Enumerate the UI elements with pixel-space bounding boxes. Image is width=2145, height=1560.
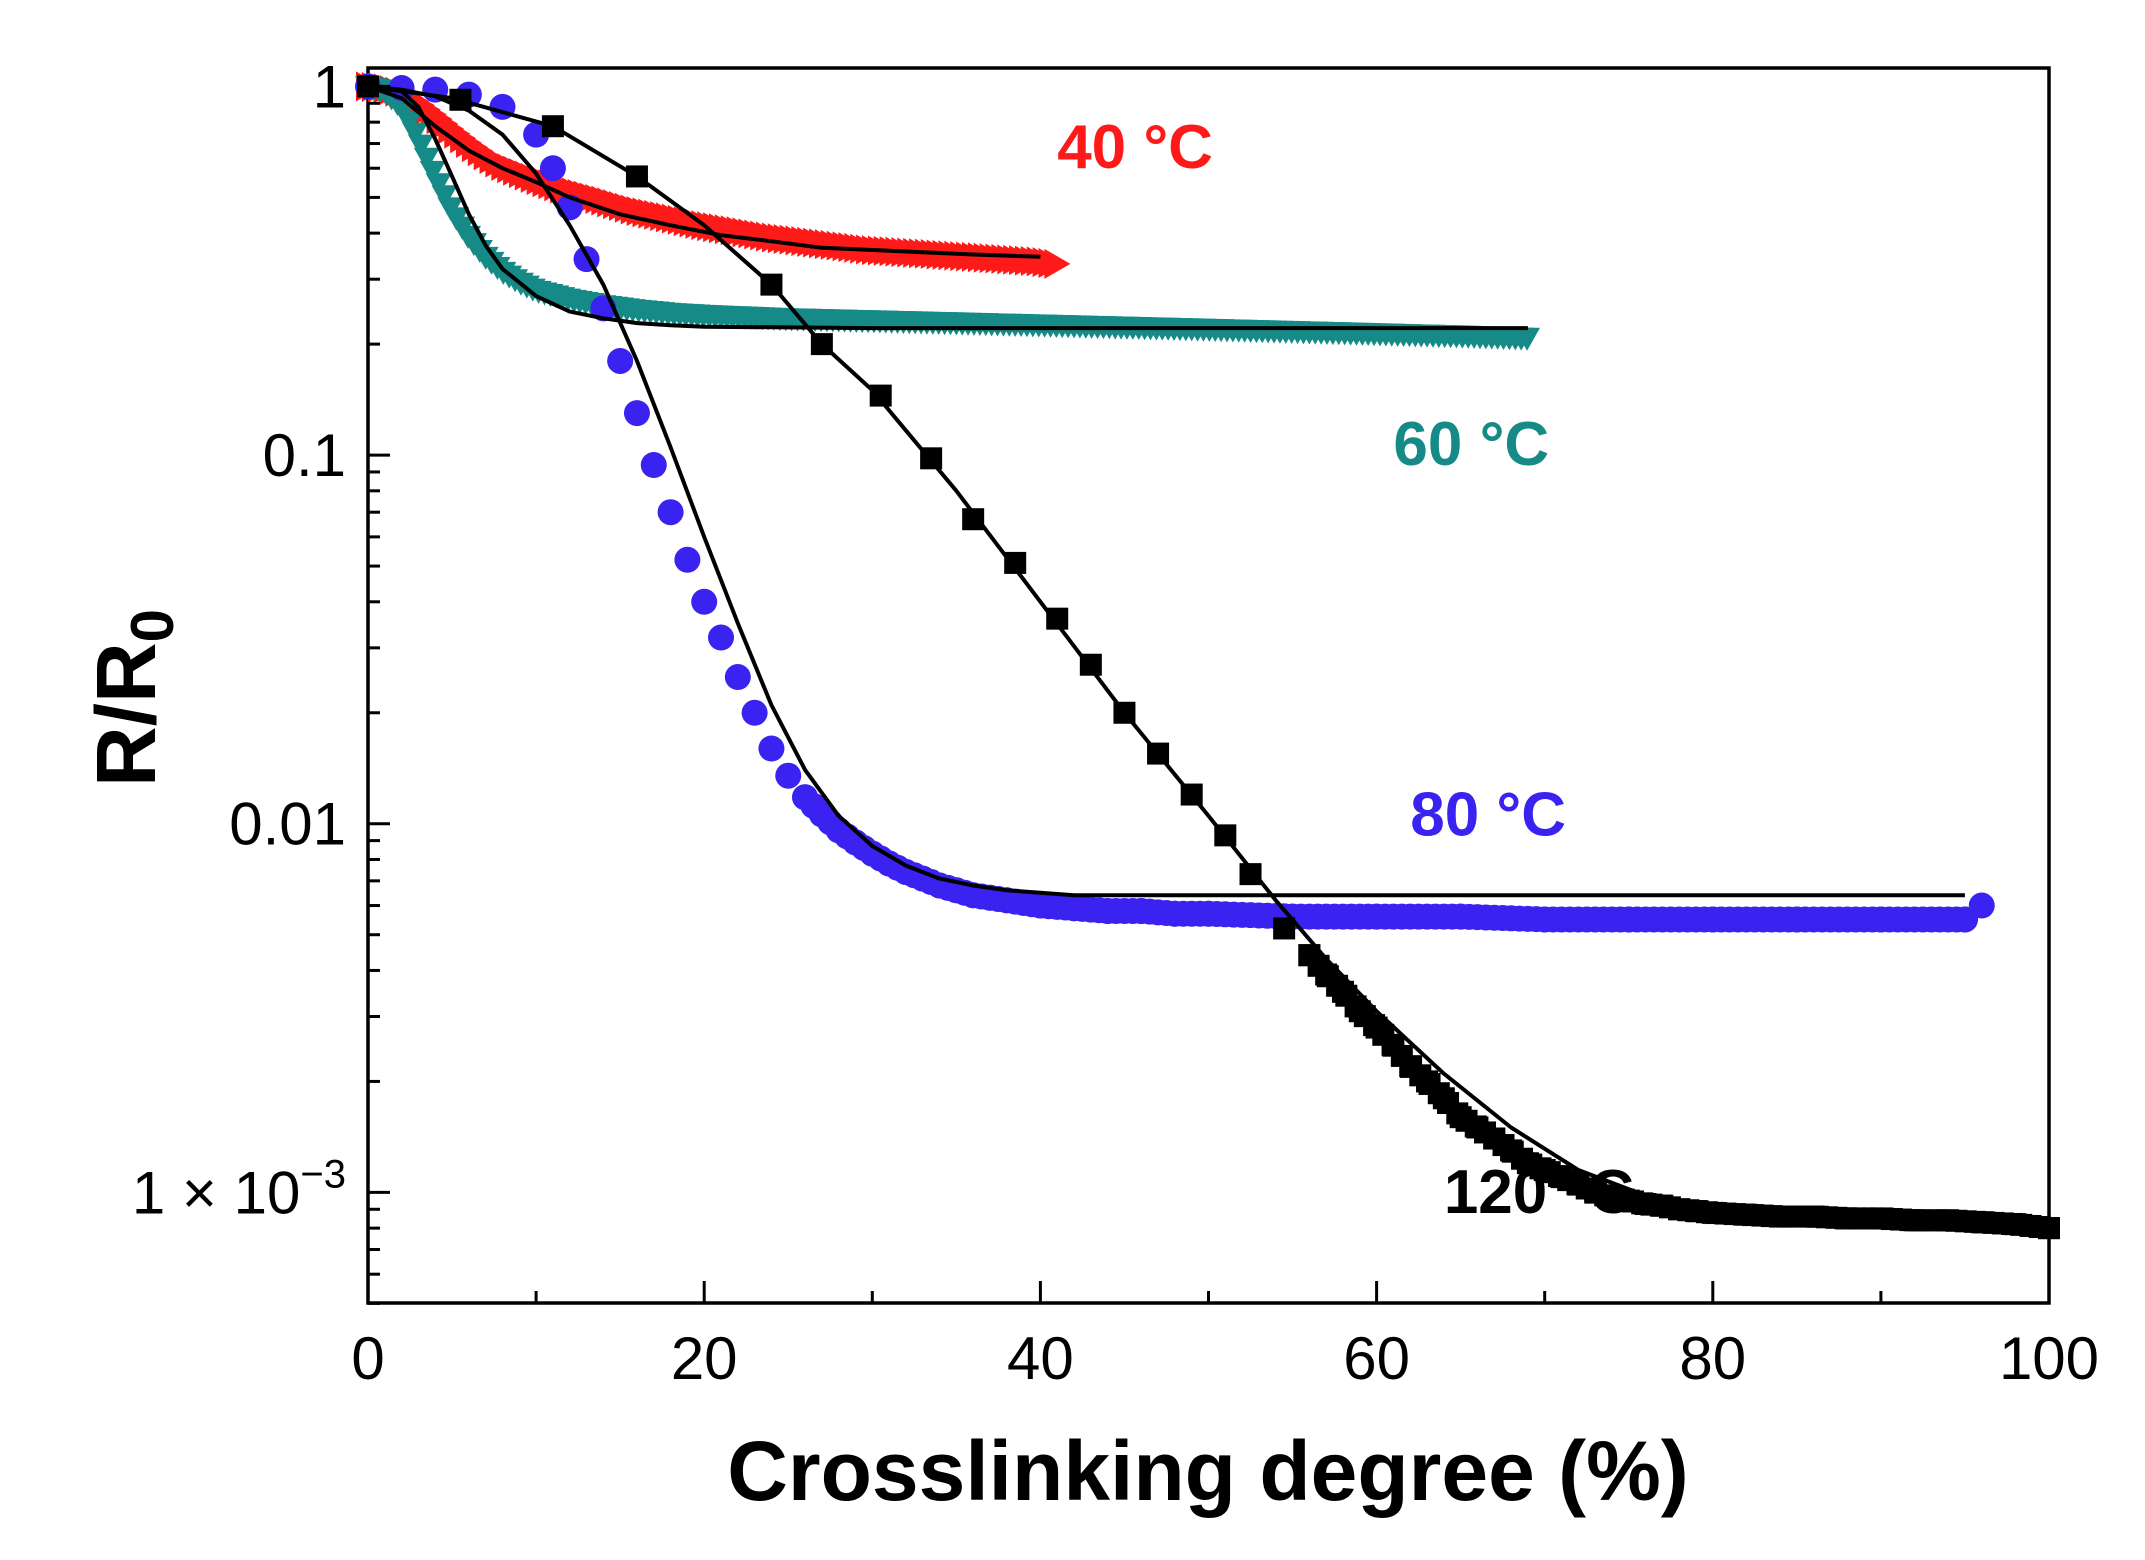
series-label-80-c: 80 °C bbox=[1410, 780, 1566, 849]
fit-layer bbox=[367, 84, 2050, 1223]
y-tick-label-base: 1 × 10 bbox=[132, 1159, 301, 1226]
y-tick-label: 0.1 bbox=[263, 422, 346, 489]
x-axis-ticks: 0 20 40 60 80 100 bbox=[351, 1281, 2099, 1392]
series-layer bbox=[355, 71, 2060, 1240]
y-tick-label: 1 × 10−3 bbox=[132, 1152, 346, 1226]
fit-line-120-c bbox=[367, 84, 2050, 1223]
y-tick-label-exponent: −3 bbox=[300, 1152, 346, 1196]
data-point bbox=[869, 384, 892, 407]
data-point bbox=[425, 173, 452, 197]
data-point bbox=[407, 134, 434, 158]
fit-line-80-c bbox=[367, 84, 1965, 898]
data-point bbox=[2038, 1217, 2060, 1240]
y-axis-title-subscript: 0 bbox=[119, 609, 186, 642]
series-label-60-c: 60 °C bbox=[1393, 410, 1549, 479]
x-tick-label: 20 bbox=[671, 1325, 738, 1392]
fit-line-60-c bbox=[367, 84, 1528, 331]
y-axis-title-main: R/R bbox=[79, 642, 173, 787]
data-point bbox=[1514, 327, 1541, 351]
x-tick-label: 100 bbox=[1999, 1325, 2099, 1392]
data-point bbox=[775, 762, 802, 789]
data-point bbox=[674, 546, 701, 573]
data-point bbox=[708, 624, 735, 651]
x-tick-label: 40 bbox=[1007, 1325, 1074, 1392]
data-point bbox=[1951, 906, 1978, 933]
y-tick-label: 1 bbox=[313, 53, 346, 120]
data-point bbox=[741, 699, 768, 726]
data-point bbox=[691, 588, 718, 615]
data-point bbox=[640, 451, 667, 478]
y-axis-ticks: 1 0.1 0.01 1 × 10−3 bbox=[132, 53, 390, 1305]
data-point bbox=[962, 508, 985, 531]
data-point bbox=[1004, 551, 1027, 574]
data-point bbox=[402, 122, 429, 146]
x-axis-title: Crosslinking degree (%) bbox=[727, 1424, 1689, 1518]
data-point bbox=[724, 664, 751, 691]
series-label-40-c: 40 °C bbox=[1057, 113, 1213, 182]
fit-line-40-c bbox=[367, 84, 1041, 259]
series-label-120-c: 120 °C bbox=[1444, 1158, 1634, 1227]
data-point bbox=[623, 400, 650, 427]
data-point bbox=[1046, 607, 1069, 630]
data-point bbox=[1044, 248, 1071, 279]
y-tick-label: 0.01 bbox=[229, 791, 346, 858]
data-point bbox=[413, 147, 440, 171]
data-point bbox=[607, 347, 634, 374]
data-point bbox=[539, 155, 566, 182]
data-point bbox=[419, 160, 446, 184]
data-point bbox=[758, 735, 785, 762]
series-60-c bbox=[355, 76, 1541, 351]
y-axis-title-group: R/R0 bbox=[79, 609, 186, 787]
data-point bbox=[1273, 917, 1296, 940]
data-point bbox=[1239, 863, 1262, 886]
x-tick-label: 0 bbox=[351, 1325, 384, 1392]
series-80-c bbox=[355, 73, 1995, 933]
annotation-layer: 40 °C 60 °C 80 °C 120 °C bbox=[1057, 113, 1634, 1227]
data-point bbox=[431, 185, 458, 209]
x-tick-label: 60 bbox=[1343, 1325, 1410, 1392]
x-tick-label: 80 bbox=[1679, 1325, 1746, 1392]
series-120-c bbox=[357, 75, 2060, 1240]
plot-frame bbox=[366, 66, 2051, 1305]
y-axis-title: R/R0 bbox=[79, 609, 186, 787]
data-point bbox=[657, 499, 684, 526]
